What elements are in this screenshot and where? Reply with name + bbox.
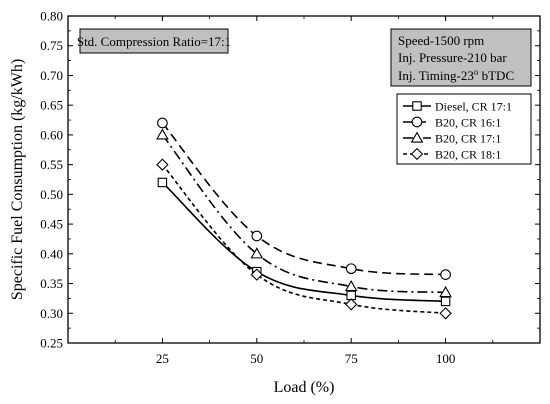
data-point (344, 280, 358, 292)
x-tick-label: 50 (250, 351, 263, 366)
x-tick-label: 100 (436, 351, 456, 366)
series-line (161, 164, 446, 315)
data-point (345, 298, 358, 311)
data-point (251, 230, 263, 242)
pressure-text: Inj. Pressure-210 bar (398, 50, 507, 65)
y-tick-label: 0.40 (40, 246, 63, 261)
series-line (161, 134, 446, 294)
y-tick-label: 0.65 (40, 98, 63, 113)
data-point (345, 263, 357, 275)
y-tick-label: 0.60 (40, 127, 63, 142)
timing-superscript: o (474, 67, 479, 77)
series-layer (156, 117, 452, 320)
data-point (156, 158, 169, 171)
compression-ratio-text: Std. Compression Ratio=17:1 (77, 34, 231, 49)
annotation-layer: Std. Compression Ratio=17:1 Speed-1500 rp… (77, 28, 532, 87)
series-0 (157, 177, 451, 307)
y-tick-label: 0.45 (40, 217, 63, 232)
x-tick-label: 25 (156, 351, 169, 366)
x-axis-title: Load (%) (274, 379, 335, 396)
data-point (440, 269, 451, 280)
series-2 (156, 128, 452, 298)
legend-label: B20, CR 18:1 (435, 148, 501, 162)
legend-label: B20, CR 17:1 (435, 132, 501, 146)
data-point (156, 128, 169, 140)
data-point (439, 285, 452, 298)
compression-ratio-box (79, 28, 229, 54)
data-point (250, 268, 263, 281)
legend-marker (412, 101, 422, 111)
legend-marker (410, 131, 424, 143)
timing-text: Inj. Timing-23o bTDC (398, 67, 514, 83)
data-point (250, 247, 264, 259)
legend: Diesel, CR 17:1 B20, CR 16:1 B20, CR 17:1 B… (396, 93, 532, 165)
y-tick-label: 0.25 (40, 336, 63, 351)
legend-label: Diesel, CR 17:1 (435, 100, 512, 114)
data-point (440, 296, 451, 307)
data-point (157, 117, 168, 129)
timing-suffix: bTDC (478, 68, 514, 83)
legend-label: B20, CR 16:1 (435, 116, 501, 130)
speed-text: Speed-1500 rpm (398, 33, 484, 48)
legend-marker (410, 147, 424, 161)
data-point (439, 307, 452, 320)
y-tick-label: 0.75 (40, 38, 63, 53)
y-axis-title: Specific Fuel Consumption (kg/kWh) (9, 59, 26, 300)
legend-marker (411, 116, 423, 128)
series-1 (157, 117, 451, 280)
conditions-box (390, 28, 532, 87)
series-3 (156, 158, 452, 320)
plot-area: 0.25 0.30 0.35 0.40 0.45 0.50 0.55 0.60 0.65 0.70… (9, 9, 541, 396)
data-point (157, 177, 168, 188)
x-tick-label: 75 (345, 351, 358, 366)
y-tick-label: 0.50 (40, 187, 63, 202)
y-tick-label: 0.80 (40, 9, 63, 24)
y-tick-label: 0.70 (40, 68, 63, 83)
series-line (161, 122, 446, 276)
y-tick-label: 0.55 (40, 157, 63, 172)
y-tick-label: 0.35 (40, 276, 63, 291)
y-tick-label: 0.30 (40, 306, 63, 321)
series-line (161, 181, 446, 303)
